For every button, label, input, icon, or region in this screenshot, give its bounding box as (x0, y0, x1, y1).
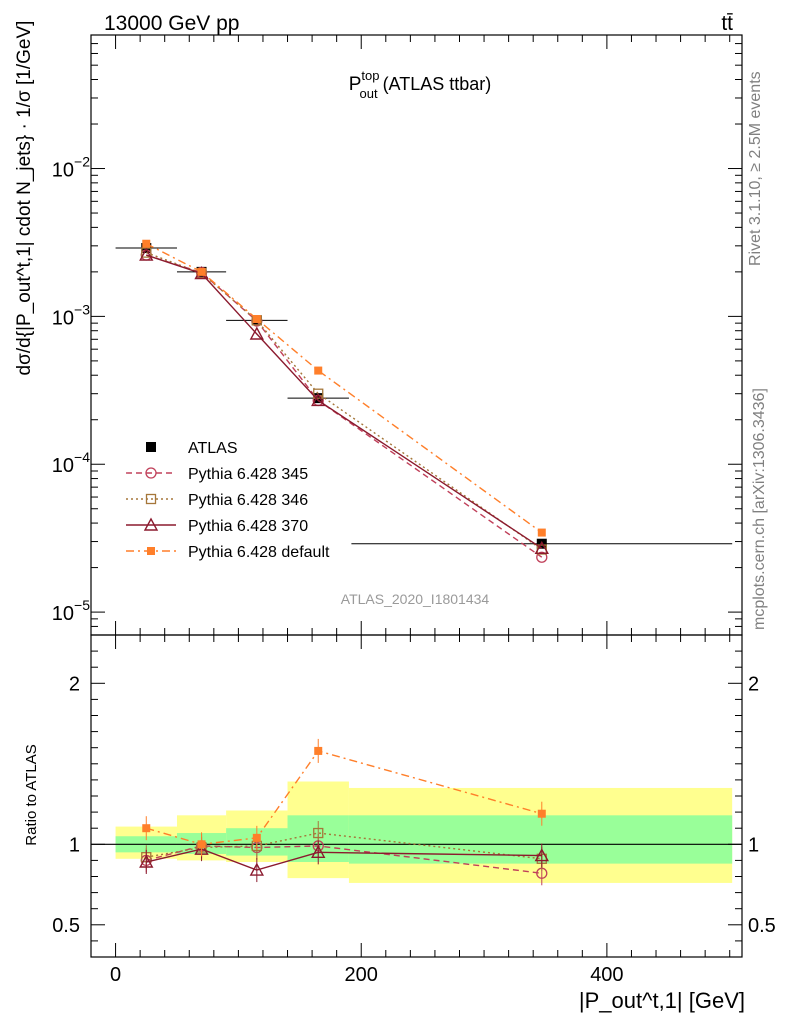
main-series-line (145, 243, 543, 534)
analysis-label: ATLAS_2020_I1801434 (341, 591, 490, 607)
ratio-y-tick-label-right: 2 (748, 673, 759, 695)
ratio-point (252, 833, 261, 842)
main-y-tick-exp: −2 (74, 154, 90, 170)
x-tick-label: 0 (110, 964, 121, 986)
legend-entry-1: Pythia 6.428 345 (126, 466, 308, 483)
plot-title-main: P (349, 74, 362, 95)
ratio-point (139, 854, 154, 868)
main-point (314, 366, 323, 375)
legend-label: Pythia 6.428 default (188, 544, 330, 561)
main-y-tick-label: 10−2 (52, 154, 90, 182)
x-axis-label-text: |P_out^t,1| [GeV] (579, 988, 745, 1013)
main-y-tick-base: 10 (52, 160, 74, 182)
ratio-point (537, 809, 546, 818)
legend-marker (146, 442, 156, 452)
ratio-y-tick-label: 0.5 (52, 915, 80, 937)
legend-marker (145, 493, 157, 505)
main-point (139, 247, 154, 261)
main-series-line (146, 254, 543, 558)
main-series-layer (115, 239, 733, 563)
ratio-y-tick-label: 2 (69, 673, 80, 695)
energy-label: 13000 GeV pp (104, 12, 239, 35)
legend-entry-2: Pythia 6.428 346 (126, 492, 308, 509)
process-label: tt̄ (721, 12, 733, 35)
main-point (252, 315, 261, 324)
x-axis-label: |P_out^t,1| [GeV] (579, 988, 745, 1013)
main-point (249, 326, 264, 340)
ratio-point (534, 848, 549, 862)
legend-label: Pythia 6.428 345 (188, 466, 308, 483)
legend-marker (143, 517, 159, 531)
legend-marker (145, 467, 157, 479)
legend: ATLAS Pythia 6.428 345 Pythia 6.428 346 Pyt… (126, 440, 330, 561)
legend-entry-0: ATLAS (146, 440, 238, 457)
ratio-axis-ticks: 0.5 0.5 1 1 2 2 0 200 400 (52, 634, 776, 986)
ratio-panel-frame (90, 634, 743, 958)
main-y-axis-label: dσ/d{|P_out^t,1| cdot N_jets} · 1/σ [1/G… (14, 21, 35, 376)
plot-title: Ptop out (ATLAS ttbar) (349, 68, 492, 101)
main-series-line (146, 254, 543, 549)
ratio-point (197, 840, 206, 849)
ratio-series-layer (139, 738, 549, 886)
main-panel: 10−210−310−410−5 Ptop out (ATLAS ttbar) A… (14, 21, 743, 636)
ratio-point (142, 824, 151, 833)
mcplots-label: mcplots.cern.ch [arXiv:1306.3436] (751, 388, 768, 630)
main-y-tick-base: 10 (52, 603, 74, 625)
ratio-y-tick-label: 1 (69, 834, 80, 856)
ratio-uncertainty-bands (115, 781, 733, 883)
main-point (142, 239, 151, 248)
main-axis-ticks: 10−210−310−410−5 (52, 34, 742, 636)
ratio-panel: 0.5 0.5 1 1 2 2 0 200 400 Ratio to ATLAS |P_out^… (23, 634, 776, 1013)
main-y-tick-exp: −5 (74, 597, 90, 613)
main-y-tick-label: 10−5 (52, 597, 90, 625)
ratio-point (314, 746, 323, 755)
main-point (534, 540, 549, 555)
main-series-1 (140, 249, 548, 563)
main-point (537, 528, 546, 537)
main-y-tick-base: 10 (52, 307, 74, 329)
legend-label: Pythia 6.428 346 (188, 492, 308, 509)
main-point (313, 388, 324, 399)
main-y-tick-label: 10−4 (52, 449, 90, 477)
ratio-y-axis-label: Ratio to ATLAS (23, 744, 40, 845)
ratio-y-tick-label-right: 0.5 (748, 915, 776, 937)
main-series-3 (139, 247, 549, 555)
legend-marker (147, 547, 155, 555)
main-point (311, 392, 326, 407)
ratio-point (249, 862, 264, 876)
main-y-tick-label: 10−3 (52, 301, 90, 329)
main-y-tick-exp: −4 (74, 449, 90, 465)
plot-title-rest: (ATLAS ttbar) (378, 74, 492, 94)
legend-label: ATLAS (188, 440, 238, 457)
ratio-point (311, 844, 326, 859)
ratio-point (313, 827, 324, 839)
legend-entry-4: Pythia 6.428 default (126, 544, 330, 561)
legend-entry-3: Pythia 6.428 370 (126, 517, 308, 535)
ratio-y-tick-label-right: 1 (748, 834, 759, 856)
main-y-tick-base: 10 (52, 455, 74, 477)
main-point (536, 551, 548, 563)
main-series-4 (142, 239, 546, 537)
rivet-label: Rivet 3.1.10, ≥ 2.5M events (747, 71, 764, 266)
legend-label: Pythia 6.428 370 (188, 518, 308, 535)
plot-title-sub: out (359, 86, 377, 101)
ratio-series-3 (142, 738, 546, 857)
plot-title-sup: top (361, 68, 379, 83)
main-point (197, 267, 206, 276)
x-tick-label: 200 (345, 964, 378, 986)
main-y-tick-exp: −3 (74, 301, 90, 317)
x-tick-label: 400 (590, 964, 623, 986)
